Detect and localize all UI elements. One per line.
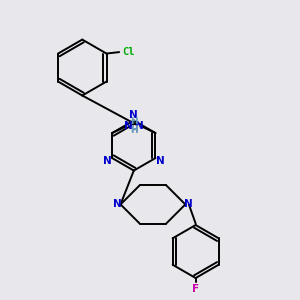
Text: N: N: [135, 121, 144, 131]
Text: Cl: Cl: [123, 47, 135, 57]
Text: H: H: [130, 126, 137, 135]
Text: N: N: [129, 110, 138, 120]
Text: N: N: [112, 200, 122, 209]
Text: N: N: [103, 156, 111, 166]
Text: F: F: [192, 284, 199, 295]
Text: N: N: [124, 121, 133, 131]
Text: H: H: [130, 125, 138, 134]
Text: N: N: [184, 200, 193, 209]
Text: H: H: [130, 117, 138, 126]
Text: N: N: [156, 156, 165, 166]
